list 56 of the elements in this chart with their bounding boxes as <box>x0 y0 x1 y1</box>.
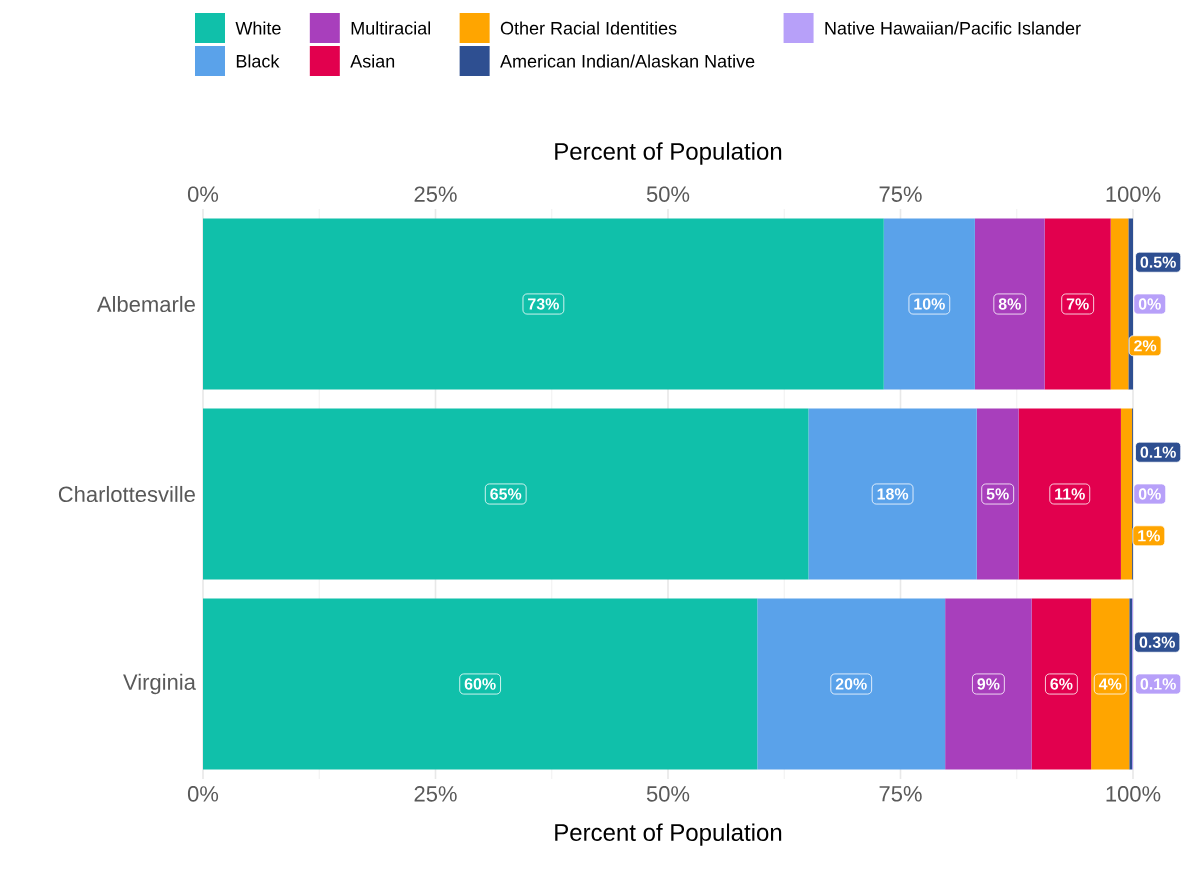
bar <box>1044 218 1111 390</box>
y-tick-label: Albemarle <box>96 295 195 313</box>
bar <box>203 408 809 580</box>
data-label: 0% <box>1138 298 1161 310</box>
data-label: 0.1% <box>1140 446 1176 458</box>
data-label: 2% <box>1134 340 1157 352</box>
bar <box>757 598 946 770</box>
data-label: 7% <box>1066 298 1089 310</box>
data-label: 5% <box>986 488 1009 500</box>
data-label: 9% <box>977 678 1000 690</box>
x-tick-label: 25% <box>414 186 457 202</box>
data-label: 1% <box>1138 530 1160 542</box>
legend-label: Native Hawaiian/Pacific Islander <box>825 21 1081 35</box>
y-tick-label: Virginia <box>123 673 196 695</box>
data-label: 0.1% <box>1140 678 1176 690</box>
bar <box>945 598 1032 770</box>
bar <box>1018 408 1121 580</box>
data-label: 18% <box>877 488 909 500</box>
x2-tick-label: 75% <box>879 786 922 802</box>
data-label: 20% <box>835 678 867 690</box>
data-label: 8% <box>998 298 1021 310</box>
x-tick-label: 0% <box>187 186 219 202</box>
x-tick-label: 100% <box>1106 186 1161 202</box>
legend-label: Multiracial <box>351 21 431 35</box>
bar <box>974 218 1045 390</box>
data-label: 10% <box>914 298 945 310</box>
data-label: 6% <box>1050 678 1073 690</box>
legend-label: Black <box>236 54 280 68</box>
data-label: 4% <box>1098 678 1122 690</box>
x2-tick-label: 100% <box>1106 786 1161 802</box>
bar <box>203 218 884 390</box>
x-tick-label: 50% <box>646 186 690 202</box>
x-axis-title: Percent of Population <box>555 823 782 846</box>
data-label: 11% <box>1055 488 1085 500</box>
y-tick-label: Charlottesville <box>58 485 195 503</box>
legend-label: Other Racial Identities <box>500 21 677 35</box>
data-label: 0.3% <box>1139 636 1175 648</box>
data-label: 65% <box>490 488 522 500</box>
x2-tick-label: 50% <box>646 786 690 802</box>
bar <box>1091 598 1130 770</box>
bar <box>808 408 977 580</box>
bar <box>976 408 1019 580</box>
x2-tick-label: 25% <box>414 786 457 802</box>
data-label: 60% <box>464 678 496 690</box>
bar <box>1031 598 1092 770</box>
x2-axis-title: Percent of Population <box>555 142 782 165</box>
bar <box>883 218 975 390</box>
data-label: 0.5% <box>1140 256 1176 268</box>
legend-label: Asian <box>350 54 395 68</box>
x-tick-label: 75% <box>879 186 922 202</box>
data-label: 0% <box>1138 488 1161 500</box>
legend-label: American Indian/Alaskan Native <box>500 54 755 68</box>
bar <box>203 598 758 770</box>
legend-label: White <box>235 21 281 35</box>
x2-tick-label: 0% <box>187 786 219 802</box>
data-label: 73% <box>528 298 559 310</box>
